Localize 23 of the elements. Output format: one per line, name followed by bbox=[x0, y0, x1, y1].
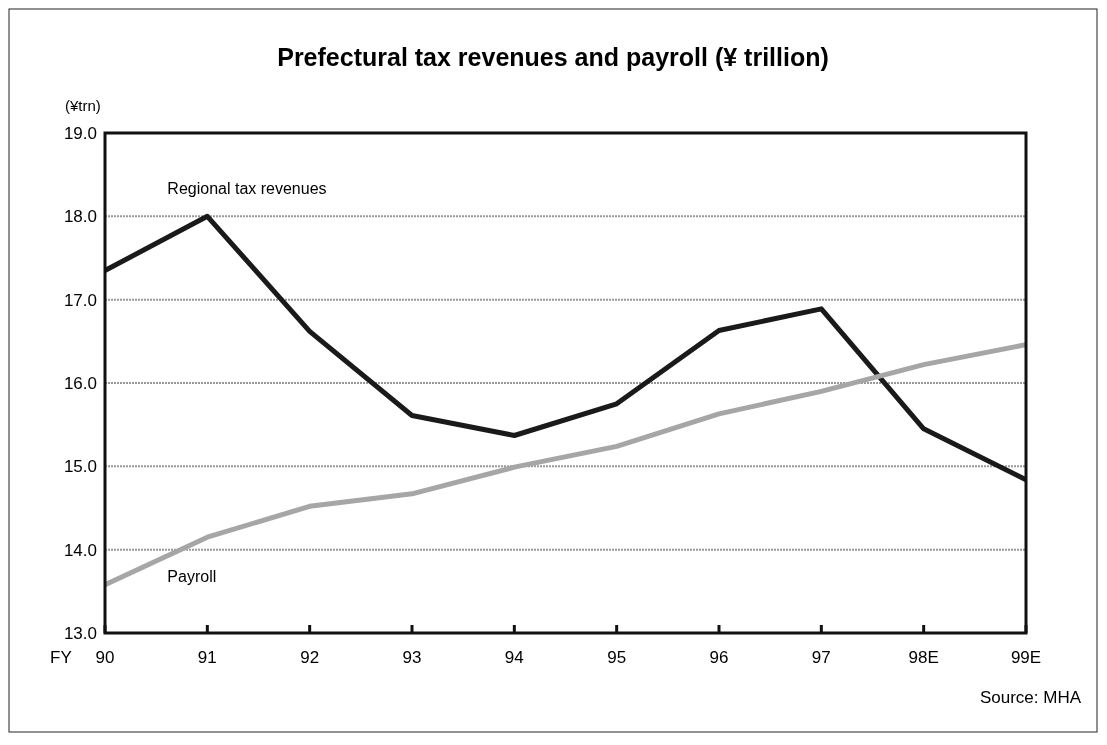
source-note: Source: MHA bbox=[979, 688, 1082, 707]
x-tick-label: 98E bbox=[908, 648, 939, 667]
x-tick-label: 95 bbox=[607, 648, 627, 667]
x-axis-title: FY bbox=[50, 648, 72, 667]
x-tick-label: 93 bbox=[402, 648, 422, 667]
x-tick-label: 91 bbox=[197, 648, 217, 667]
y-tick-label: 18.0 bbox=[63, 207, 97, 227]
y-tick-label: 14.0 bbox=[63, 540, 97, 560]
y-tick-label: 16.0 bbox=[63, 374, 97, 393]
series-label: Payroll bbox=[167, 568, 217, 586]
x-tick-label: 99E bbox=[1010, 648, 1042, 667]
y-tick-label: 15.0 bbox=[63, 457, 97, 477]
x-tick-label: 97 bbox=[811, 648, 831, 667]
x-tick-label: 90 bbox=[95, 648, 115, 667]
x-tick-label: 96 bbox=[709, 648, 729, 667]
chart-title: Prefectural tax revenues and payroll (¥ trillion) bbox=[277, 43, 829, 71]
y-tick-label: 17.0 bbox=[63, 290, 97, 310]
x-tick-label: 94 bbox=[504, 648, 524, 667]
x-tick-label: 92 bbox=[300, 648, 320, 667]
y-axis-title: (¥trn) bbox=[65, 97, 101, 114]
text: Regional tax revenues bbox=[167, 180, 327, 198]
y-tick-label: 13.0 bbox=[63, 624, 97, 643]
y-tick-label: 19.0 bbox=[63, 124, 97, 143]
